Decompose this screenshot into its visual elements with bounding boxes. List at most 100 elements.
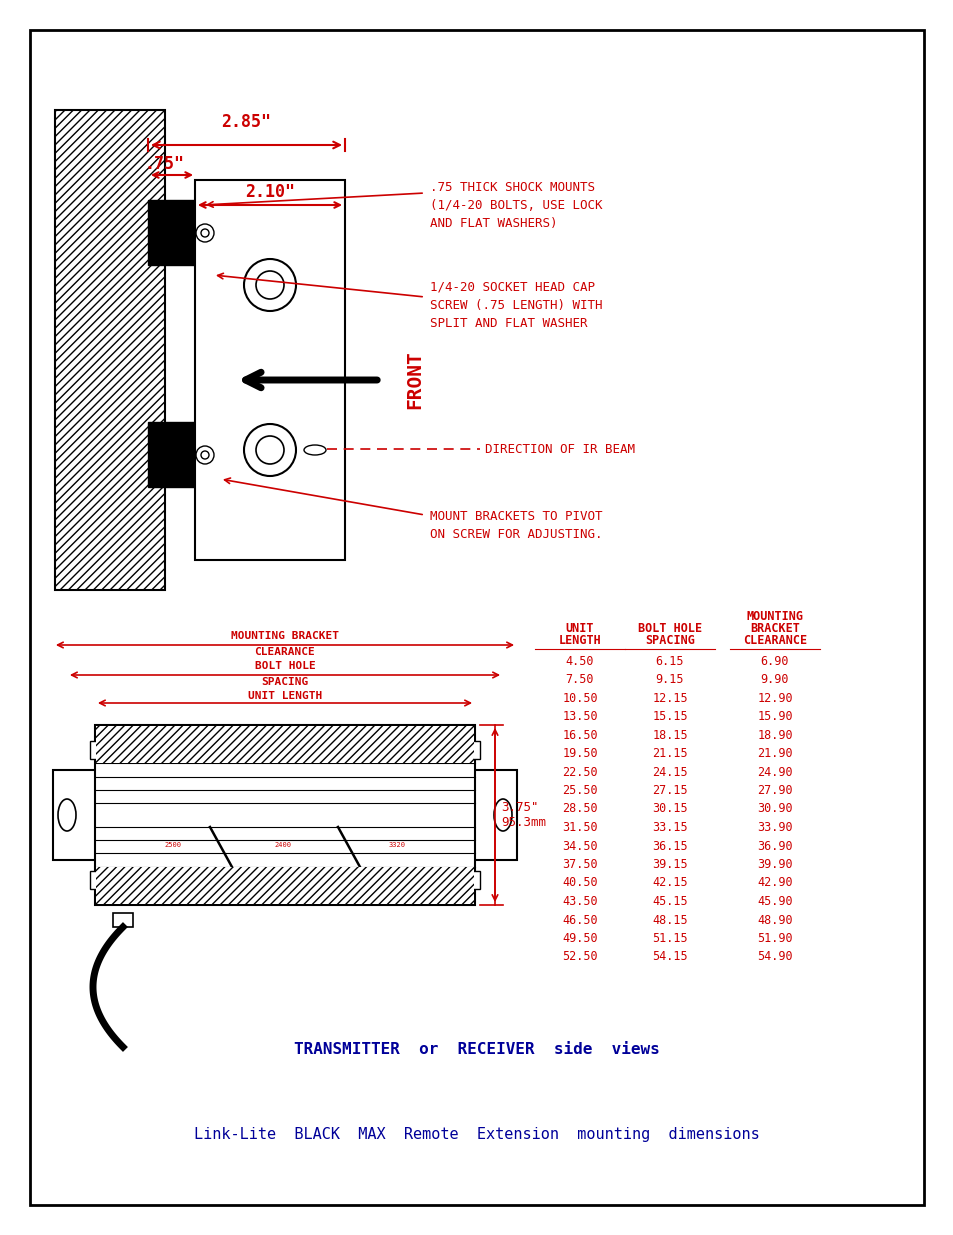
Text: DIRECTION OF IR BEAM: DIRECTION OF IR BEAM xyxy=(484,442,635,456)
Bar xyxy=(96,867,474,904)
Bar xyxy=(53,769,103,860)
Bar xyxy=(468,741,479,760)
Text: 28.50: 28.50 xyxy=(561,803,598,815)
Text: BOLT HOLE: BOLT HOLE xyxy=(254,661,315,671)
Text: 27.90: 27.90 xyxy=(757,784,792,797)
Text: 30.90: 30.90 xyxy=(757,803,792,815)
Text: 1/4-20 SOCKET HEAD CAP
SCREW (.75 LENGTH) WITH
SPLIT AND FLAT WASHER: 1/4-20 SOCKET HEAD CAP SCREW (.75 LENGTH… xyxy=(430,280,602,330)
Text: 21.90: 21.90 xyxy=(757,747,792,760)
Ellipse shape xyxy=(58,799,76,831)
Text: 2500: 2500 xyxy=(164,842,181,848)
Bar xyxy=(194,180,345,559)
Text: 49.50: 49.50 xyxy=(561,932,598,945)
Text: 9.15: 9.15 xyxy=(655,673,683,685)
Bar xyxy=(467,769,517,860)
Text: BRACKET: BRACKET xyxy=(749,622,800,635)
Text: 21.15: 21.15 xyxy=(652,747,687,760)
Bar xyxy=(90,741,102,760)
Text: 2400: 2400 xyxy=(274,842,292,848)
Circle shape xyxy=(255,270,284,299)
Text: 18.15: 18.15 xyxy=(652,729,687,741)
Circle shape xyxy=(195,224,213,242)
Text: CLEARANCE: CLEARANCE xyxy=(742,634,806,647)
Circle shape xyxy=(244,424,295,475)
Text: .75 THICK SHOCK MOUNTS
(1/4-20 BOLTS, USE LOCK
AND FLAT WASHERS): .75 THICK SHOCK MOUNTS (1/4-20 BOLTS, US… xyxy=(430,180,602,230)
Text: 4.50: 4.50 xyxy=(565,655,594,667)
Text: 27.15: 27.15 xyxy=(652,784,687,797)
Text: 51.15: 51.15 xyxy=(652,932,687,945)
Text: 3.75"
95.3mm: 3.75" 95.3mm xyxy=(500,802,545,829)
Text: 9.90: 9.90 xyxy=(760,673,788,685)
Text: UNIT LENGTH: UNIT LENGTH xyxy=(248,692,322,701)
Bar xyxy=(96,726,474,763)
Text: 43.50: 43.50 xyxy=(561,895,598,908)
Bar xyxy=(148,422,198,487)
Bar xyxy=(148,200,198,266)
Text: 33.90: 33.90 xyxy=(757,821,792,834)
Text: 45.15: 45.15 xyxy=(652,895,687,908)
Text: LENGTH: LENGTH xyxy=(558,634,600,647)
Text: 52.50: 52.50 xyxy=(561,951,598,963)
Text: 39.15: 39.15 xyxy=(652,858,687,871)
Bar xyxy=(468,871,479,889)
Bar xyxy=(55,110,165,590)
Ellipse shape xyxy=(494,799,512,831)
Text: 40.50: 40.50 xyxy=(561,877,598,889)
Text: 24.15: 24.15 xyxy=(652,766,687,778)
Text: TRANSMITTER  or  RECEIVER  side  views: TRANSMITTER or RECEIVER side views xyxy=(294,1042,659,1057)
Text: 6.15: 6.15 xyxy=(655,655,683,667)
Text: 2.85": 2.85" xyxy=(221,112,272,131)
Text: 16.50: 16.50 xyxy=(561,729,598,741)
Bar xyxy=(112,913,132,927)
Circle shape xyxy=(195,446,213,464)
Text: SPACING: SPACING xyxy=(644,634,694,647)
Text: UNIT: UNIT xyxy=(565,622,594,635)
Text: 6.90: 6.90 xyxy=(760,655,788,667)
Text: 13.50: 13.50 xyxy=(561,710,598,722)
Text: 22.50: 22.50 xyxy=(561,766,598,778)
Text: 42.15: 42.15 xyxy=(652,877,687,889)
Text: 37.50: 37.50 xyxy=(561,858,598,871)
Text: 10.50: 10.50 xyxy=(561,692,598,704)
Text: BOLT HOLE: BOLT HOLE xyxy=(638,622,701,635)
Text: 15.15: 15.15 xyxy=(652,710,687,722)
Text: 3320: 3320 xyxy=(388,842,405,848)
Text: 42.90: 42.90 xyxy=(757,877,792,889)
Text: 36.15: 36.15 xyxy=(652,840,687,852)
Circle shape xyxy=(255,436,284,464)
Text: 15.90: 15.90 xyxy=(757,710,792,722)
Text: 25.50: 25.50 xyxy=(561,784,598,797)
Text: 7.50: 7.50 xyxy=(565,673,594,685)
Text: 12.15: 12.15 xyxy=(652,692,687,704)
Text: 2.10": 2.10" xyxy=(245,183,294,201)
Text: 45.90: 45.90 xyxy=(757,895,792,908)
Text: MOUNTING: MOUNTING xyxy=(745,610,802,622)
Text: 34.50: 34.50 xyxy=(561,840,598,852)
Text: SPACING: SPACING xyxy=(261,677,309,687)
Text: 12.90: 12.90 xyxy=(757,692,792,704)
Text: 46.50: 46.50 xyxy=(561,914,598,926)
Text: FRONT: FRONT xyxy=(405,351,424,409)
Text: 36.90: 36.90 xyxy=(757,840,792,852)
Text: MOUNTING BRACKET: MOUNTING BRACKET xyxy=(231,631,338,641)
Text: Link-Lite  BLACK  MAX  Remote  Extension  mounting  dimensions: Link-Lite BLACK MAX Remote Extension mou… xyxy=(193,1128,760,1142)
Circle shape xyxy=(244,259,295,311)
Text: 48.90: 48.90 xyxy=(757,914,792,926)
Text: 51.90: 51.90 xyxy=(757,932,792,945)
Text: MOUNT BRACKETS TO PIVOT
ON SCREW FOR ADJUSTING.: MOUNT BRACKETS TO PIVOT ON SCREW FOR ADJ… xyxy=(430,510,602,541)
Text: 54.15: 54.15 xyxy=(652,951,687,963)
Text: 33.15: 33.15 xyxy=(652,821,687,834)
Text: 54.90: 54.90 xyxy=(757,951,792,963)
Text: .75": .75" xyxy=(144,156,184,173)
Text: 19.50: 19.50 xyxy=(561,747,598,760)
Text: 48.15: 48.15 xyxy=(652,914,687,926)
Bar xyxy=(95,725,475,905)
Bar xyxy=(90,871,102,889)
Text: 39.90: 39.90 xyxy=(757,858,792,871)
Text: 30.15: 30.15 xyxy=(652,803,687,815)
Text: CLEARANCE: CLEARANCE xyxy=(254,647,315,657)
Circle shape xyxy=(201,451,209,459)
Text: 31.50: 31.50 xyxy=(561,821,598,834)
Text: 24.90: 24.90 xyxy=(757,766,792,778)
Circle shape xyxy=(201,228,209,237)
